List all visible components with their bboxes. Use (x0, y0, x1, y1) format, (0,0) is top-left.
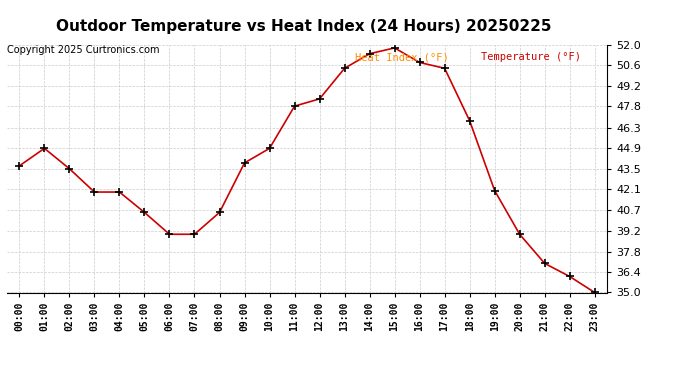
Text: Copyright 2025 Curtronics.com: Copyright 2025 Curtronics.com (7, 45, 159, 55)
Text: Heat Index (°F): Heat Index (°F) (355, 53, 448, 62)
Text: Outdoor Temperature vs Heat Index (24 Hours) 20250225: Outdoor Temperature vs Heat Index (24 Ho… (56, 19, 551, 34)
Text: Temperature (°F): Temperature (°F) (481, 53, 581, 62)
